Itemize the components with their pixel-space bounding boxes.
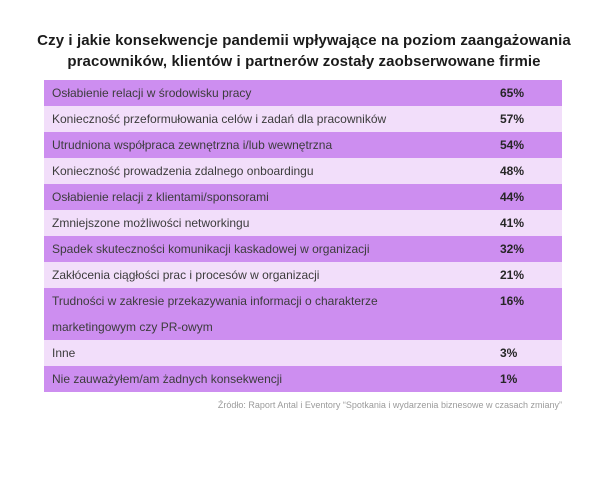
row-label: Nie zauważyłem/am żadnych konsekwencji <box>52 372 283 386</box>
table-row: Inne 3% <box>44 340 562 366</box>
row-label: Osłabienie relacji w środowisku pracy <box>52 86 252 100</box>
row-label: Trudności w zakresie przekazywania infor… <box>52 294 378 334</box>
row-label: Konieczność prowadzenia zdalnego onboard… <box>52 164 314 178</box>
row-label: Konieczność przeformułowania celów i zad… <box>52 112 387 126</box>
row-value: 57% <box>500 112 525 126</box>
row-label: Inne <box>52 346 76 360</box>
chart-title: Czy i jakie konsekwencje pandemii wpływa… <box>37 32 571 70</box>
row-value: 21% <box>500 268 525 282</box>
row-label: Osłabienie relacji z klientami/sponsoram… <box>52 190 269 204</box>
table-row: Utrudniona współpraca zewnętrzna i/lub w… <box>44 132 562 158</box>
table-row: Osłabienie relacji w środowisku pracy 65… <box>44 80 562 106</box>
table-row: Konieczność przeformułowania celów i zad… <box>44 106 562 132</box>
table-row: Osłabienie relacji z klientami/sponsoram… <box>44 184 562 210</box>
row-label: Zakłócenia ciągłości prac i procesów w o… <box>52 268 320 282</box>
row-label: Utrudniona współpraca zewnętrzna i/lub w… <box>52 138 333 152</box>
row-label: Spadek skuteczności komunikacji kaskadow… <box>52 242 370 256</box>
table-row: Zakłócenia ciągłości prac i procesów w o… <box>44 262 562 288</box>
row-value: 16% <box>500 294 525 308</box>
table-row: Nie zauważyłem/am żadnych konsekwencji 1… <box>44 366 562 392</box>
row-value: 1% <box>500 372 518 386</box>
row-value: 44% <box>500 190 525 204</box>
row-value: 54% <box>500 138 525 152</box>
row-value: 32% <box>500 242 525 256</box>
consequence-table: Osłabienie relacji w środowisku pracy 65… <box>44 80 562 392</box>
row-label: Zmniejszone możliwości networkingu <box>52 216 250 230</box>
infographic-page: Czy i jakie konsekwencje pandemii wpływa… <box>0 30 608 486</box>
table-row: Spadek skuteczności komunikacji kaskadow… <box>44 236 562 262</box>
table-row: Konieczność prowadzenia zdalnego onboard… <box>44 158 562 184</box>
row-value: 3% <box>500 346 518 360</box>
row-value: 41% <box>500 216 525 230</box>
table-row: Zmniejszone możliwości networkingu 41% <box>44 210 562 236</box>
row-value: 48% <box>500 164 525 178</box>
row-value: 65% <box>500 86 525 100</box>
source-note: Źródło: Raport Antal i Eventory “Spotkan… <box>217 400 562 410</box>
table-row: Trudności w zakresie przekazywania infor… <box>44 288 562 340</box>
